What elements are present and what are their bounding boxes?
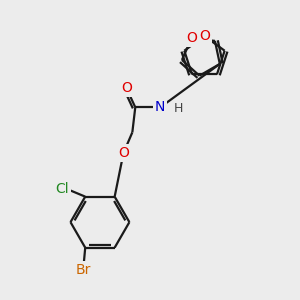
Text: N: N bbox=[155, 100, 166, 114]
Text: O: O bbox=[199, 29, 210, 43]
Text: Cl: Cl bbox=[56, 182, 69, 196]
Text: H: H bbox=[173, 102, 183, 115]
Text: O: O bbox=[118, 146, 129, 160]
Text: O: O bbox=[121, 81, 132, 95]
Text: Br: Br bbox=[76, 263, 92, 277]
Text: O: O bbox=[186, 32, 197, 45]
